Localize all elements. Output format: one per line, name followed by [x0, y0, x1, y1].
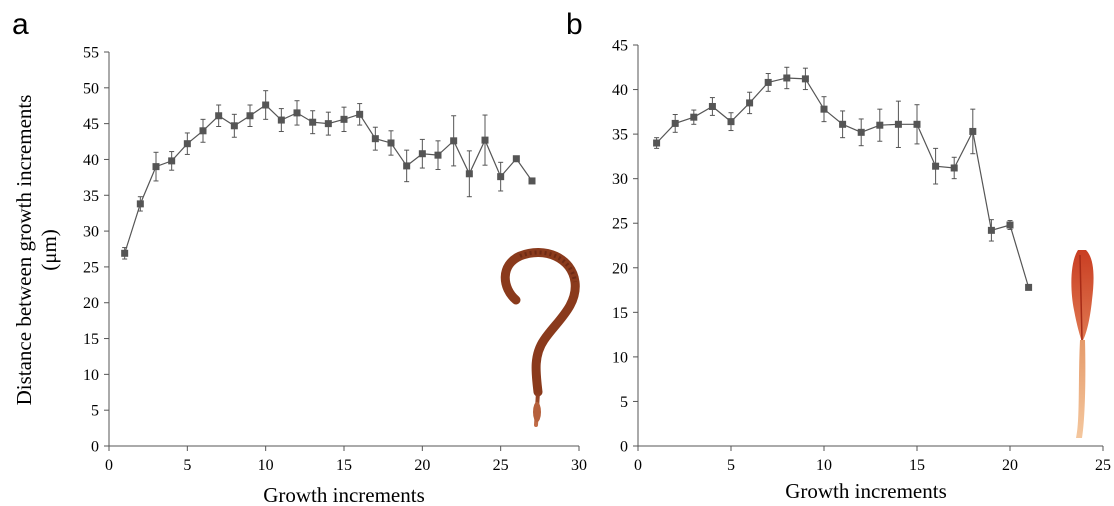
panel-b-x-tick-label: 10: [816, 457, 832, 474]
panel-a-data-point: [356, 110, 364, 118]
panel-b-data-point: [820, 105, 828, 113]
panel-a-data-point: [340, 115, 348, 123]
panel-a-data-point: [528, 177, 536, 185]
panel-b-data-point: [671, 119, 679, 127]
panel-b-data-point: [969, 127, 977, 135]
panel-a-data-point: [121, 249, 129, 257]
panel-a-data-point: [246, 112, 254, 120]
panel-b-y-tick-label: 45: [612, 38, 628, 55]
panel-a-x-axis-title: Growth increments: [263, 483, 425, 506]
panel-b: b 0 5 10 15 20 25 30 35 40 45 0 5 10 15 20 25 Growth in…: [566, 8, 1111, 503]
panel-a-y-tick-label: 35: [83, 188, 99, 205]
panel-b-data-point: [987, 226, 995, 234]
panel-a-data-point: [262, 101, 270, 109]
panel-b-y-tick-label: 40: [612, 82, 628, 99]
panel-a-data-point: [309, 118, 317, 126]
panel-a-data-point: [450, 137, 458, 145]
panel-a-y-tick-label: 55: [83, 45, 99, 62]
panel-a-x-tick-label: 30: [571, 457, 587, 474]
panel-a-data-point: [434, 151, 442, 159]
panel-a-data-point: [512, 155, 520, 163]
panel-b-data-point: [1006, 221, 1014, 229]
panel-b-data-point: [727, 118, 735, 126]
panel-a-data-point: [418, 150, 426, 158]
panel-b-data-point: [783, 74, 791, 82]
panel-a-y-tick-label: 25: [83, 259, 99, 276]
panel-a-letter: a: [12, 8, 29, 41]
panel-b-y-tick-label: 15: [612, 305, 628, 322]
panel-b-data-point: [708, 102, 716, 110]
panel-a-data-point: [136, 200, 144, 208]
panel-a-data-point: [481, 136, 489, 144]
panel-b-y-tick-label: 10: [612, 349, 628, 366]
panel-a-data-point: [387, 139, 395, 147]
panel-a-data-point: [168, 157, 176, 165]
panel-b-data-point: [653, 139, 661, 147]
panel-b-data-point: [764, 78, 772, 86]
panel-b-data-point: [950, 164, 958, 172]
panel-b-data-point: [801, 75, 809, 83]
panel-a-data-point: [324, 120, 332, 128]
panel-a-x-tick-label: 5: [183, 457, 191, 474]
panel-a-y-tick-label: 15: [83, 331, 99, 348]
panel-b-y-tick-label: 0: [620, 439, 628, 456]
panel-b-data-point: [746, 99, 754, 107]
curled-feather-specimen: [500, 247, 580, 427]
panel-b-data-point: [913, 120, 921, 128]
panel-a-data-point: [152, 163, 160, 171]
panel-a-x-tick-label: 15: [336, 457, 352, 474]
panel-a-y-axis-title-line2: (μm): [37, 229, 61, 271]
panel-b-y-tick-label: 5: [620, 394, 628, 411]
panel-b-data-point: [932, 162, 940, 170]
panel-a-plot: 0 5 10 15 20 25 30 35 40 45 50 55 0 5 10 15 20 25 30: [83, 45, 587, 475]
panel-b-y-tick-label: 20: [612, 260, 628, 277]
panel-b-plot: 0 5 10 15 20 25 30 35 40 45 0 5 10 15 20 25: [612, 38, 1111, 475]
panel-a-data-point: [403, 162, 411, 170]
panel-a-data-point: [230, 122, 238, 130]
panel-b-x-tick-label: 20: [1002, 457, 1018, 474]
panel-b-y-tick-label: 25: [612, 216, 628, 233]
panel-a-data-point: [497, 173, 505, 181]
panel-a-data-point: [277, 116, 285, 124]
straight-red-feather-specimen: [1071, 250, 1094, 438]
panel-a-y-tick-label: 20: [83, 295, 99, 312]
panel-b-x-axis-title: Growth increments: [785, 479, 947, 503]
panel-b-data-point: [690, 113, 698, 121]
panel-a-data-point: [215, 112, 223, 120]
panel-a-y-axis-title-line1: Distance between growth increments: [12, 95, 36, 406]
panel-a: a 0 5 10 15 20 25 30 35 40 45 50 55 0 5 10 15 20 25 30 Gro…: [12, 8, 587, 506]
panel-b-y-tick-label: 30: [612, 171, 628, 188]
panel-a-x-tick-label: 10: [258, 457, 274, 474]
panel-a-data-point: [199, 127, 207, 135]
panel-a-x-tick-label: 25: [493, 457, 509, 474]
panel-b-data-point: [839, 120, 847, 128]
panel-a-y-tick-label: 50: [83, 80, 99, 97]
panel-b-x-tick-label: 15: [909, 457, 925, 474]
panel-a-x-tick-label: 20: [414, 457, 430, 474]
panel-b-letter: b: [566, 8, 583, 41]
panel-b-data-point: [876, 121, 884, 129]
panel-a-data-point: [371, 135, 379, 143]
panel-b-y-tick-label: 35: [612, 127, 628, 144]
panel-a-y-tick-label: 10: [83, 367, 99, 384]
panel-b-x-tick-label: 25: [1095, 457, 1111, 474]
panel-a-data-point: [183, 140, 191, 148]
panel-b-x-tick-label: 0: [634, 457, 642, 474]
panel-a-y-tick-label: 5: [91, 403, 99, 420]
panel-a-y-tick-label: 0: [91, 439, 99, 456]
panel-a-y-tick-label: 45: [83, 116, 99, 133]
panel-a-data-point: [465, 170, 473, 178]
panel-a-y-tick-label: 30: [83, 224, 99, 241]
panel-b-data-point: [894, 120, 902, 128]
panel-b-data-point: [1025, 283, 1033, 291]
panel-b-x-tick-label: 5: [727, 457, 735, 474]
panel-a-x-tick-label: 0: [105, 457, 113, 474]
panel-a-y-tick-label: 40: [83, 152, 99, 169]
panel-a-data-point: [293, 109, 301, 117]
panel-b-data-point: [857, 128, 865, 136]
